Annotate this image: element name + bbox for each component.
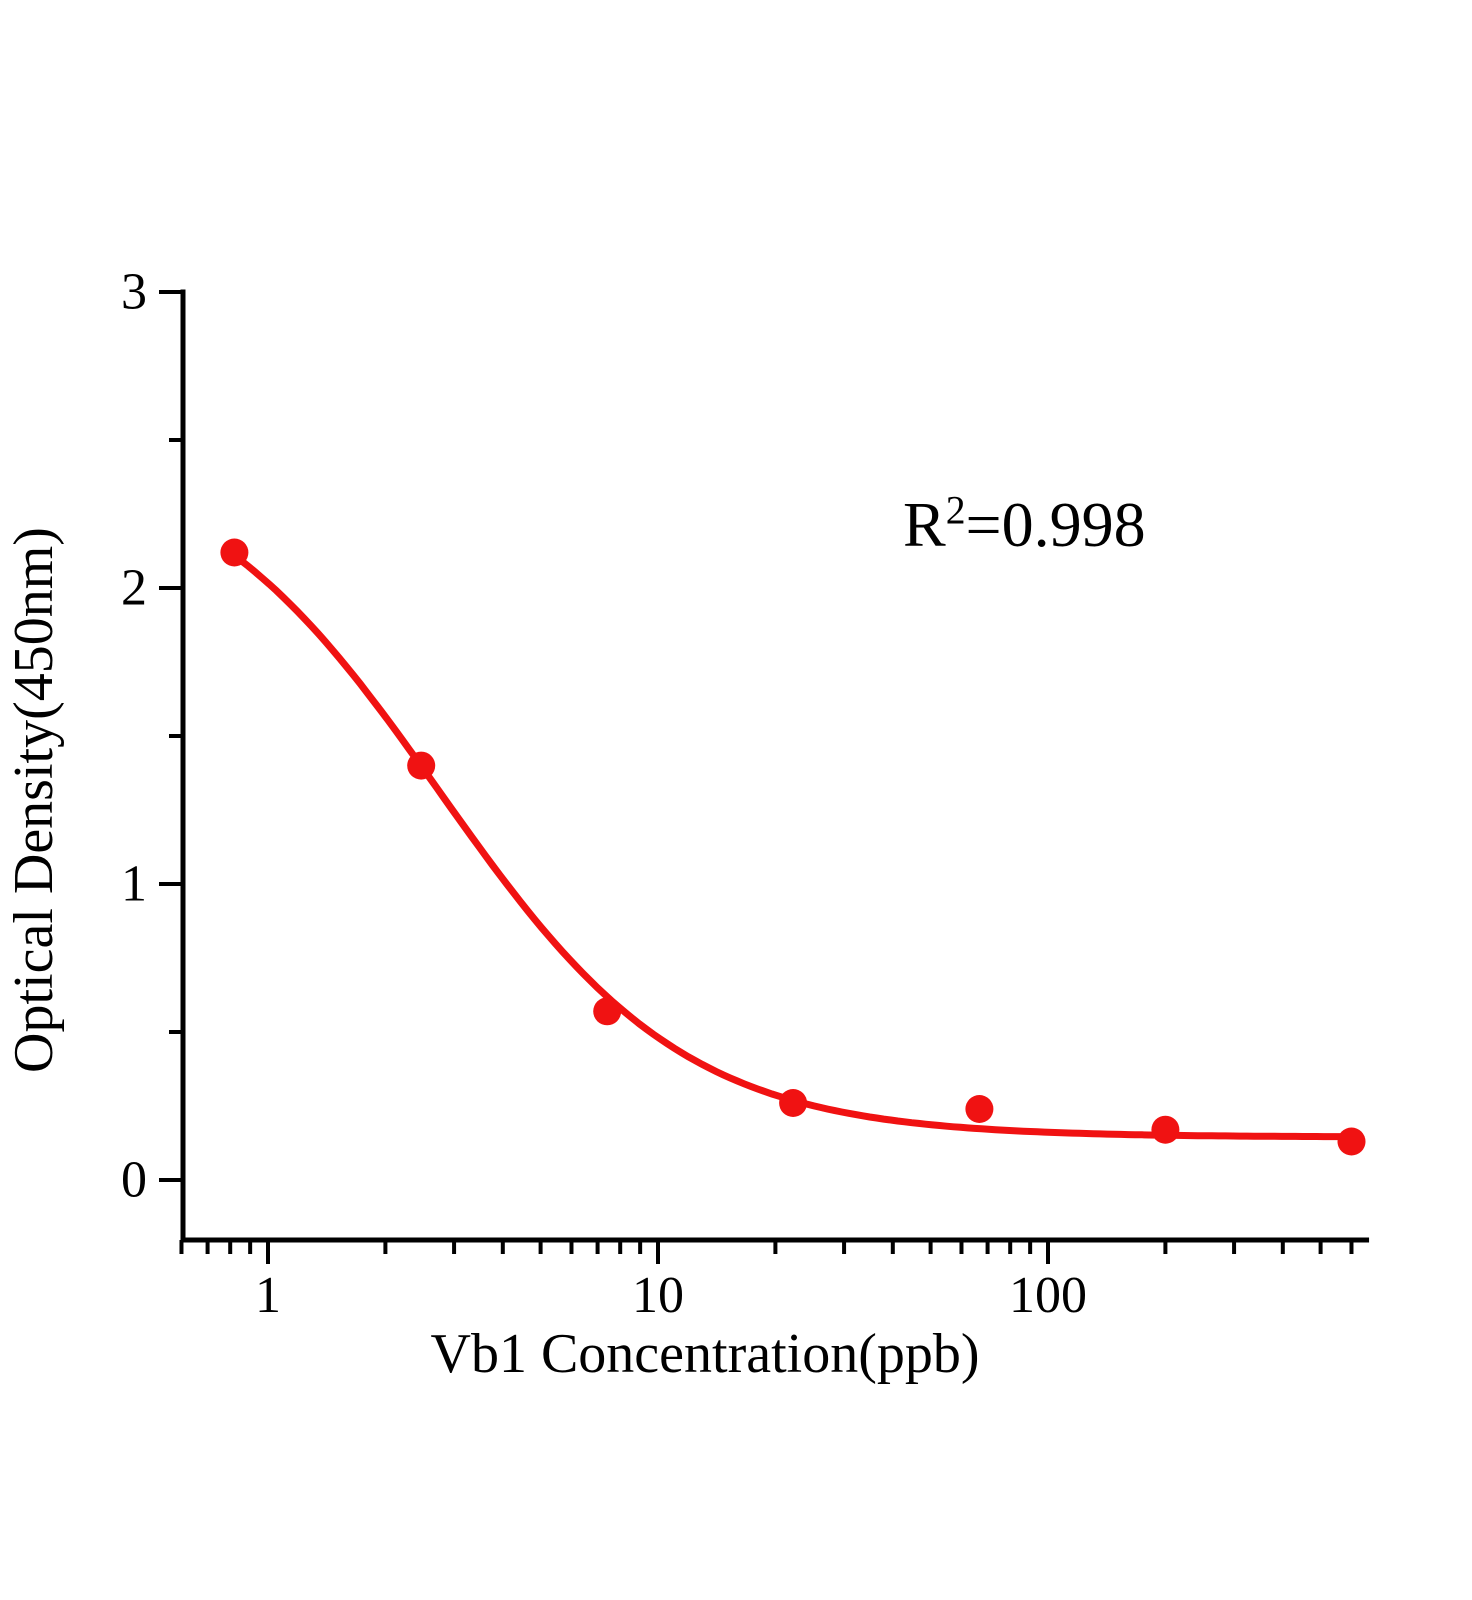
y-axis-title: Optical Density(450nm)	[3, 527, 65, 1073]
data-point	[1337, 1127, 1366, 1156]
x-tick-label: 100	[1009, 1267, 1087, 1324]
y-tick-label: 1	[121, 856, 147, 913]
fit-curve	[230, 551, 1355, 1141]
y-tick-label: 0	[121, 1152, 147, 1209]
data-point	[593, 997, 622, 1026]
data-point	[220, 538, 249, 567]
y-tick-label: 3	[121, 264, 147, 321]
x-axis-title: Vb1 Concentration(ppb)	[430, 1323, 980, 1385]
x-tick-label: 1	[255, 1267, 281, 1324]
x-axis-ticks: 1 10 100	[179, 1240, 1354, 1324]
r-squared-annotation: R2=0.998	[903, 488, 1146, 562]
data-points	[220, 538, 1366, 1156]
data-point	[1151, 1115, 1180, 1144]
r-squared-exponent: 2	[945, 488, 966, 533]
data-point	[407, 751, 436, 780]
r-squared-value: =0.998	[965, 489, 1146, 560]
x-tick-label: 10	[632, 1267, 684, 1324]
y-tick-label: 2	[121, 560, 147, 617]
y-axis-ticks: 0 1 2 3	[121, 264, 183, 1209]
r-squared-base: R	[903, 489, 946, 560]
data-point	[965, 1095, 994, 1123]
data-point	[779, 1089, 808, 1117]
